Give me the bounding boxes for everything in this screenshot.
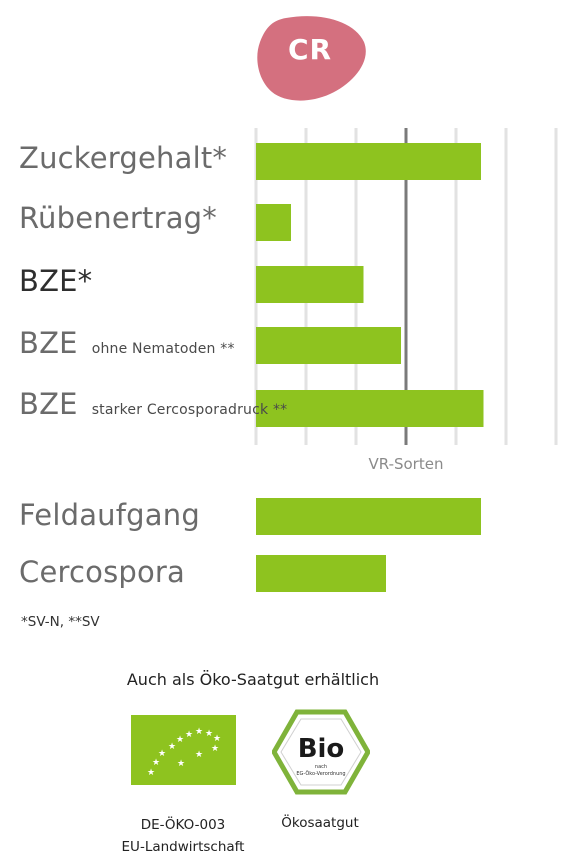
bar-3 xyxy=(256,327,401,364)
eu-organic-logo: ★ ★ ★ ★ ★ ★ ★ ★ ★ ★ ★ ★ xyxy=(131,715,236,785)
label-bze-nem-sub: ohne Nematoden ** xyxy=(91,341,235,357)
badge-label: CR xyxy=(287,33,333,66)
bio-hexagon-icon: Bio nach EG-Öko-Verordnung xyxy=(272,709,370,795)
bio-caption: Ökosaatgut xyxy=(281,815,359,831)
bio-logo-text: Bio xyxy=(298,734,345,764)
svg-text:★: ★ xyxy=(176,735,184,745)
reference-label: VR-Sorten xyxy=(368,455,444,473)
label-feldaufgang: Feldaufgang xyxy=(19,498,200,532)
label-cercospora: Cercospora xyxy=(19,555,185,589)
label-bze-cerc-text: BZE xyxy=(19,387,78,421)
bar-0 xyxy=(256,143,481,180)
bio-seal-logo: Bio nach EG-Öko-Verordnung xyxy=(272,709,370,795)
bio-logo-small2: EG-Öko-Verordnung xyxy=(296,770,345,777)
label-ruebenertrag: Rübenertrag* xyxy=(19,201,217,235)
svg-text:★: ★ xyxy=(195,727,203,737)
bar-2 xyxy=(256,266,364,303)
svg-text:★: ★ xyxy=(195,750,203,760)
eu-caption-line1: DE-ÖKO-003 xyxy=(140,817,226,833)
organic-title: Auch als Öko-Saatgut erhältlich xyxy=(126,670,380,689)
footnote: *SV-N, **SV xyxy=(21,614,100,630)
svg-text:★: ★ xyxy=(152,758,160,768)
eu-leaf-stars-icon: ★ ★ ★ ★ ★ ★ ★ ★ ★ ★ ★ ★ xyxy=(147,727,221,778)
bio-logo-small1: nach xyxy=(315,764,327,770)
svg-text:★: ★ xyxy=(158,749,166,759)
svg-text:★: ★ xyxy=(147,768,155,778)
label-bze-ohne-nematoden: BZE ohne Nematoden ** xyxy=(19,326,235,360)
bar-group2-0 xyxy=(256,498,481,535)
svg-text:★: ★ xyxy=(177,759,185,769)
svg-text:★: ★ xyxy=(168,742,176,752)
label-zuckergehalt-text: Zuckergehalt* xyxy=(19,141,228,175)
bar-4 xyxy=(256,390,484,427)
svg-text:★: ★ xyxy=(185,730,193,740)
label-bze-cercospora: BZE starker Cercosporadruck ** xyxy=(19,387,287,421)
eu-caption-line2: EU-Landwirtschaft xyxy=(121,839,245,855)
label-bze-nem-text: BZE xyxy=(19,326,78,360)
label-bze: BZE* xyxy=(19,264,92,298)
label-zuckergehalt: Zuckergehalt* xyxy=(19,141,227,175)
variety-badge: CR xyxy=(256,14,368,102)
bar-group2-1 xyxy=(256,555,386,592)
label-bze-cerc-sub: starker Cercosporadruck ** xyxy=(91,402,288,418)
label-ruebenertrag-text: Rübenertrag* xyxy=(19,201,217,235)
bar-1 xyxy=(256,204,291,241)
badge-shape xyxy=(257,16,366,101)
label-feldaufgang-text: Feldaufgang xyxy=(19,498,200,532)
svg-text:★: ★ xyxy=(213,734,221,744)
label-bze-text: BZE* xyxy=(19,264,93,298)
svg-text:★: ★ xyxy=(211,744,219,754)
svg-text:★: ★ xyxy=(205,729,213,739)
label-cercospora-text: Cercospora xyxy=(19,555,186,589)
